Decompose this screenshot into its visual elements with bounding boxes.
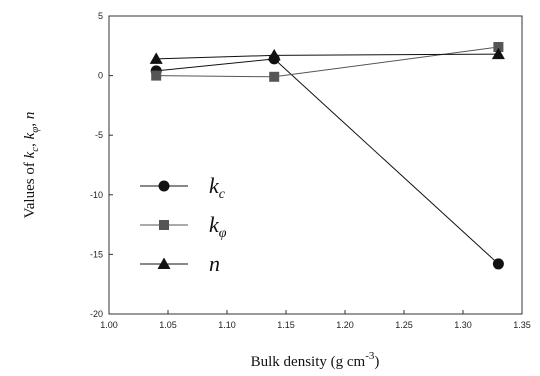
legend-marker	[159, 220, 169, 230]
series-2	[149, 47, 505, 64]
x-tick-label: 1.15	[277, 320, 295, 330]
y-tick-label: 5	[98, 11, 103, 21]
x-tick-label: 1.10	[218, 320, 236, 330]
plot-area	[108, 15, 523, 315]
legend-label: kφ	[209, 212, 227, 241]
y-tick-label: -5	[95, 130, 103, 140]
data-point	[151, 70, 162, 81]
y-tick-label: -15	[90, 249, 103, 259]
series-line	[156, 46, 499, 78]
legend-marker	[158, 180, 170, 192]
y-tick-label: 0	[98, 71, 103, 81]
legend-entry: kφ	[140, 212, 227, 241]
series-layer	[149, 41, 505, 270]
legend-marker	[157, 257, 171, 269]
y-tick-label: -10	[90, 190, 103, 200]
legend-label: kc	[209, 173, 226, 202]
legend-entry: kc	[140, 173, 226, 202]
x-tick-label: 1.30	[454, 320, 472, 330]
x-tick-label: 1.25	[395, 320, 413, 330]
data-point	[491, 47, 505, 60]
legend: kc kφ n	[140, 173, 227, 276]
data-point	[492, 258, 504, 270]
series-0	[150, 53, 504, 270]
series-line	[156, 53, 499, 60]
x-axis: 1.00 1.05 1.10 1.15 1.20 1.25 1.30 1.35	[100, 310, 531, 330]
legend-label: n	[209, 251, 220, 276]
x-tick-label: 1.05	[159, 320, 177, 330]
series-line	[156, 58, 499, 265]
series-1	[151, 41, 504, 82]
data-point	[267, 48, 281, 61]
legend-entry: n	[140, 251, 220, 276]
x-axis-title: Bulk density (g cm-3)	[251, 350, 380, 370]
x-tick-label: 1.00	[100, 320, 118, 330]
data-point	[149, 52, 163, 64]
data-point	[269, 71, 280, 82]
y-tick-label: -20	[90, 309, 103, 319]
y-axis: 5 0 -5 -10 -15 -20	[90, 11, 113, 319]
x-tick-label: 1.20	[336, 320, 354, 330]
data-point	[493, 41, 504, 52]
x-tick-label: 1.35	[513, 320, 531, 330]
y-axis-title: Values of kc, kφ, n	[22, 112, 41, 219]
